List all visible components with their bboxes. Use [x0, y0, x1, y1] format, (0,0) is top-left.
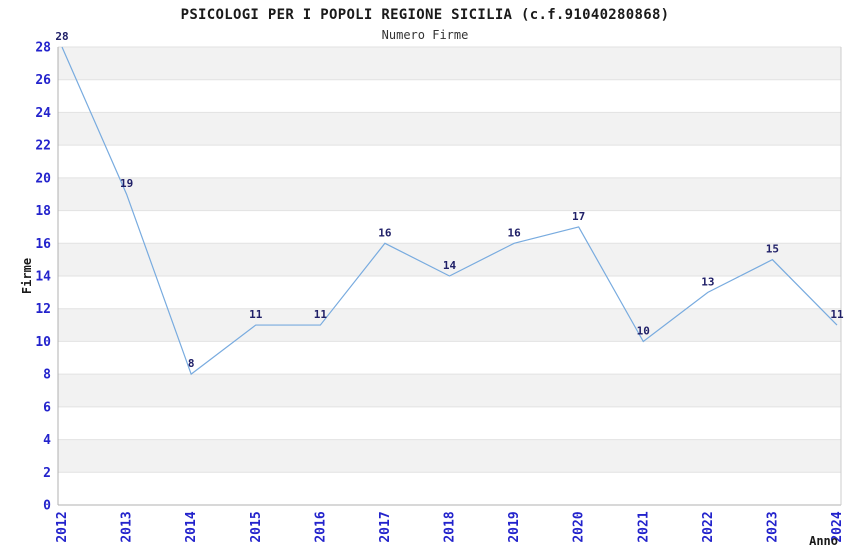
point-label: 16 [507, 226, 521, 239]
y-tick-label: 0 [43, 499, 51, 514]
y-tick-label: 4 [43, 433, 51, 448]
x-tick-label: 2023 [765, 511, 780, 542]
plot-band [58, 177, 841, 211]
point-label: 11 [314, 308, 328, 321]
x-tick-label: 2022 [701, 511, 716, 542]
point-label: 11 [249, 308, 263, 321]
y-tick-label: 20 [35, 171, 51, 186]
x-tick-label: 2016 [313, 511, 328, 542]
x-tick-label: 2024 [830, 511, 845, 542]
y-tick-label: 2 [43, 466, 51, 481]
x-tick-label: 2019 [507, 511, 522, 542]
point-label: 15 [766, 243, 779, 256]
y-tick-label: 22 [35, 139, 51, 154]
point-label: 11 [830, 308, 844, 321]
point-label: 16 [378, 226, 392, 239]
series-line [61, 46, 838, 376]
y-tick-label: 16 [35, 237, 51, 252]
point-label: 28 [55, 30, 68, 43]
x-tick-label: 2014 [184, 511, 199, 542]
y-tick-label: 6 [43, 400, 51, 415]
y-tick-label: 14 [35, 270, 51, 285]
plot-band [58, 308, 841, 342]
y-tick-label: 12 [35, 302, 51, 317]
x-tick-label: 2020 [572, 511, 587, 542]
point-label: 8 [188, 357, 195, 370]
x-axis-title: Anno [809, 534, 838, 548]
x-tick-label: 2015 [249, 511, 264, 542]
plot-band [58, 374, 841, 407]
y-tick-label: 28 [35, 41, 51, 56]
y-tick-label: 26 [35, 73, 51, 88]
chart-subtitle: Numero Firme [381, 28, 469, 42]
plot-band [58, 439, 841, 473]
point-label: 10 [637, 324, 650, 337]
y-tick-label: 18 [35, 204, 51, 219]
point-label: 14 [443, 259, 457, 272]
x-tick-label: 2018 [443, 511, 458, 542]
x-tick-label: 2021 [636, 511, 651, 542]
point-label: 19 [120, 177, 133, 190]
chart-title: PSICOLOGI PER I POPOLI REGIONE SICILIA (… [180, 7, 670, 23]
x-tick-label: 2013 [120, 511, 135, 542]
x-tick-label: 2017 [378, 511, 393, 542]
point-label: 17 [572, 210, 585, 223]
y-tick-label: 8 [43, 368, 51, 383]
point-label: 13 [701, 275, 714, 288]
y-tick-label: 10 [35, 335, 51, 350]
plot-band [58, 243, 841, 276]
x-tick-label: 2012 [55, 511, 70, 542]
y-tick-label: 24 [35, 106, 51, 121]
plot-band [58, 112, 841, 146]
plot-band [58, 47, 841, 80]
